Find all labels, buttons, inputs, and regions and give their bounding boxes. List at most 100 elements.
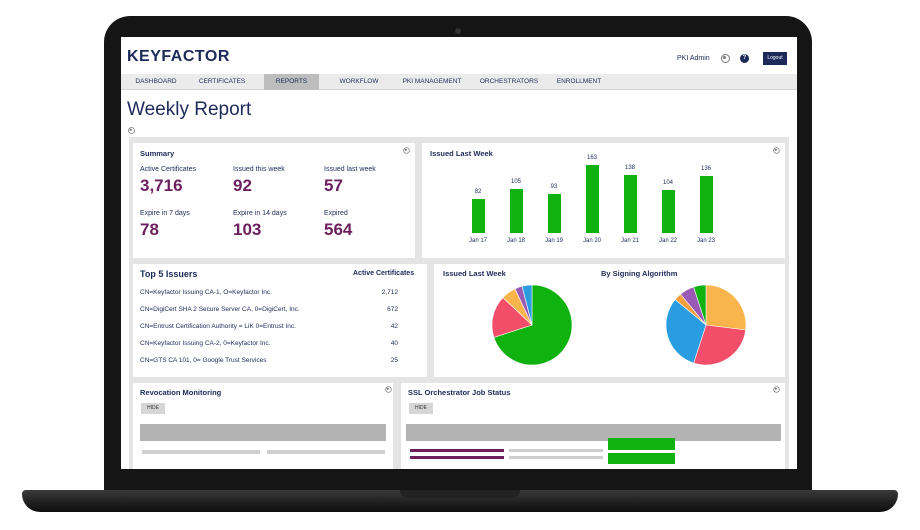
issued-last-week-value: 57 xyxy=(324,176,343,195)
summary-title: Summary xyxy=(140,149,175,158)
bar-jan-19 xyxy=(547,194,561,233)
ssl-status-bar xyxy=(410,456,504,459)
ssl-success-cell xyxy=(608,438,675,450)
pie-issued-last-week xyxy=(491,284,573,366)
revocation-header-bar xyxy=(140,424,386,441)
bar-category-label: Jan 22 xyxy=(658,238,677,244)
issuer-count: 25 xyxy=(390,357,398,364)
bar-value-label: 138 xyxy=(624,165,635,172)
issued-this-week-value: 92 xyxy=(233,176,252,195)
bar-value-label: 136 xyxy=(700,166,711,173)
help-icon[interactable]: ? xyxy=(740,54,749,63)
bar-value-label: 163 xyxy=(586,155,597,161)
pie-slice xyxy=(493,284,573,366)
placeholder-line xyxy=(142,450,260,454)
expire-14-days-value: 103 xyxy=(233,220,262,239)
pie-slice xyxy=(521,284,533,326)
bar-jan-17 xyxy=(471,198,485,233)
ssl-title: SSL Orchestrator Job Status xyxy=(408,388,511,397)
settings-gear-icon[interactable] xyxy=(721,54,730,63)
bar-value-label: 82 xyxy=(474,188,482,195)
keyfactor-logo: KEYFACTOR xyxy=(127,48,230,65)
pie-charts-panel: Issued Last Week By Signing Algorithm xyxy=(434,264,785,377)
laptop-base xyxy=(22,490,898,512)
revocation-hide-button[interactable]: HIDE xyxy=(141,403,165,414)
nav-reports[interactable]: REPORTS xyxy=(264,74,319,90)
ssl-gear-icon[interactable] xyxy=(773,386,780,393)
ssl-header-bar xyxy=(406,424,781,441)
issuer-count: 672 xyxy=(387,306,398,313)
expire-14-days-label: Expire in 14 days xyxy=(233,210,287,217)
placeholder-line xyxy=(509,456,603,459)
revocation-panel: Revocation Monitoring HIDE xyxy=(133,383,393,469)
issuer-count: 42 xyxy=(390,323,398,330)
ssl-hide-button[interactable]: HIDE xyxy=(409,403,433,414)
pie-signing-algorithm xyxy=(665,284,747,366)
nav-enrollment[interactable]: ENROLLMENT xyxy=(556,78,602,85)
pie-slice xyxy=(665,299,707,364)
bar-category-label: Jan 19 xyxy=(544,238,563,244)
pie-slice xyxy=(705,284,747,331)
expired-value: 564 xyxy=(324,220,353,239)
expire-7-days-label: Expire in 7 days xyxy=(140,210,190,217)
pie-slice xyxy=(693,284,707,326)
nav-pki-management[interactable]: PKI MANAGEMENT xyxy=(402,78,462,85)
bar-value-label: 105 xyxy=(510,179,521,186)
issuer-name: CN=Entrust Certification Authority = LiK… xyxy=(140,323,296,330)
issuer-name: CN=DigiCert SHA 2 Secure Server CA, 0=Di… xyxy=(140,306,300,313)
logout-button[interactable]: Logout xyxy=(763,52,787,65)
active-certificates-value: 3,716 xyxy=(140,176,183,195)
nav-orchestrators[interactable]: ORCHESTRATORS xyxy=(479,78,539,85)
nav-dashboard[interactable]: DASHBOARD xyxy=(135,78,177,85)
issued-last-week-panel: Issued Last Week 82 Jan 17 105 Jan 18 93 Jan … xyxy=(422,143,785,258)
bar-category-label: Jan 18 xyxy=(506,238,525,244)
bar-category-label: Jan 17 xyxy=(468,238,487,244)
nav-certificates[interactable]: CERTIFICATES xyxy=(198,78,246,85)
webcam xyxy=(455,28,461,34)
issuer-name: CN=Keyfactor Issuing CA-1, O=Keyfactor I… xyxy=(140,289,272,296)
bar-jan-21 xyxy=(623,175,637,233)
ssl-status-bar xyxy=(410,449,504,452)
ssl-orchestrator-panel: SSL Orchestrator Job Status HIDE xyxy=(401,383,785,469)
issuer-count: 2,712 xyxy=(381,289,398,296)
pie-slice xyxy=(693,324,747,366)
revocation-gear-icon[interactable] xyxy=(385,386,392,393)
bar-value-label: 104 xyxy=(662,179,673,186)
issuer-count: 40 xyxy=(390,340,398,347)
bar-category-label: Jan 20 xyxy=(582,238,601,244)
ssl-success-cell xyxy=(608,453,675,464)
expire-7-days-value: 78 xyxy=(140,220,159,239)
issuer-name: CN=GTS CA 101, 0= Google Trust Services xyxy=(140,357,267,364)
revocation-title: Revocation Monitoring xyxy=(140,388,222,397)
bar-jan-18 xyxy=(509,189,523,233)
active-certificates-label: Active Certificates xyxy=(140,166,197,173)
issued-last-week-label: Issued last week xyxy=(324,166,376,173)
expired-label: Expired xyxy=(324,210,348,217)
main-nav: DASHBOARD CERTIFICATES REPORTS WORKFLOW … xyxy=(121,74,797,90)
dashboard-grid: Summary Active Certificates 3,716 Issued… xyxy=(129,137,789,469)
summary-gear-icon[interactable] xyxy=(403,147,410,154)
bar-jan-20 xyxy=(585,165,599,233)
pie-issued-title: Issued Last Week xyxy=(443,269,506,278)
active-certificates-header: Active Certificates xyxy=(353,270,415,277)
issued-this-week-label: Issued this week xyxy=(233,166,285,173)
top-issuers-title: Top 5 Issuers xyxy=(140,269,198,279)
user-name[interactable]: PKI Admin xyxy=(677,55,710,62)
bar-value-label: 93 xyxy=(550,184,558,191)
summary-panel: Summary Active Certificates 3,716 Issued… xyxy=(133,143,415,258)
bar-category-label: Jan 21 xyxy=(620,238,639,244)
top-issuers-panel: Top 5 Issuers Active Certificates CN=Key… xyxy=(133,264,427,377)
pie-algorithm-title: By Signing Algorithm xyxy=(601,269,678,278)
nav-workflow[interactable]: WORKFLOW xyxy=(339,78,379,85)
bar-chart-gear-icon[interactable] xyxy=(773,147,780,154)
placeholder-line xyxy=(509,449,603,452)
bar-category-label: Jan 23 xyxy=(696,238,715,244)
laptop-notch xyxy=(400,490,520,498)
bar-jan-23 xyxy=(699,176,713,233)
pie-slice xyxy=(491,297,533,338)
bar-chart-title: Issued Last Week xyxy=(430,149,493,158)
screen: KEYFACTOR PKI Admin ? Logout DASHBOARD C… xyxy=(121,37,797,469)
page-title: Weekly Report xyxy=(127,99,252,120)
page-settings-gear-icon[interactable] xyxy=(128,127,135,134)
